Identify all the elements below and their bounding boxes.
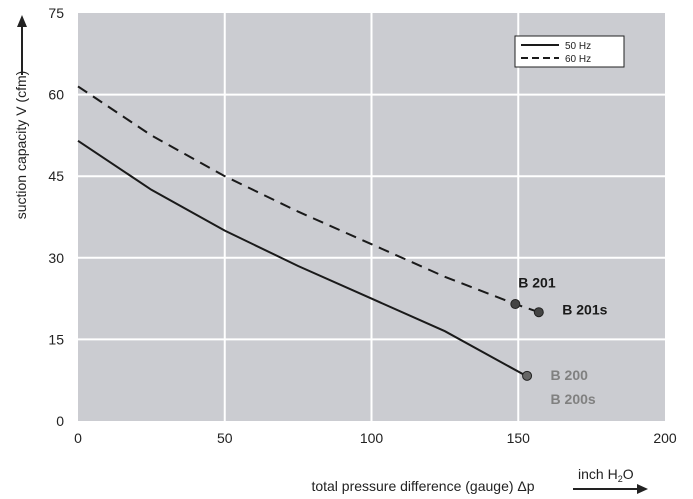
y-tick-label: 0 (56, 413, 64, 429)
x-tick-label: 50 (217, 430, 233, 446)
legend-label: 50 Hz (565, 41, 591, 52)
x-tick-label: 150 (507, 430, 531, 446)
x-tick-label: 0 (74, 430, 82, 446)
x-axis-title: total pressure difference (gauge) Δp (311, 478, 534, 494)
y-tick-label: 60 (48, 87, 64, 103)
endpoint-marker (533, 307, 544, 318)
endpoint-marker (510, 299, 521, 310)
y-tick-label: 45 (48, 168, 64, 184)
legend (514, 35, 625, 68)
x-axis-arrow (573, 484, 648, 494)
x-axis-unit: inch H2O (578, 466, 634, 484)
model-label: B 201 (518, 274, 556, 290)
y-tick-label: 75 (48, 5, 64, 21)
y-axis-title: suction capacity V (cfm) (13, 71, 29, 220)
endpoint-marker (522, 370, 533, 381)
y-axis-arrow (17, 15, 27, 75)
y-tick-label: 15 (48, 331, 64, 347)
x-tick-label: 200 (653, 430, 677, 446)
model-label: B 200 (551, 367, 589, 383)
x-tick-label: 100 (360, 430, 384, 446)
series-line-50-hz (77, 139, 525, 376)
series-line-60-hz (77, 85, 540, 314)
legend-label: 60 Hz (565, 54, 591, 65)
model-label: B 201s (562, 301, 607, 317)
model-label: B 200s (551, 391, 596, 407)
y-tick-label: 30 (48, 250, 64, 266)
